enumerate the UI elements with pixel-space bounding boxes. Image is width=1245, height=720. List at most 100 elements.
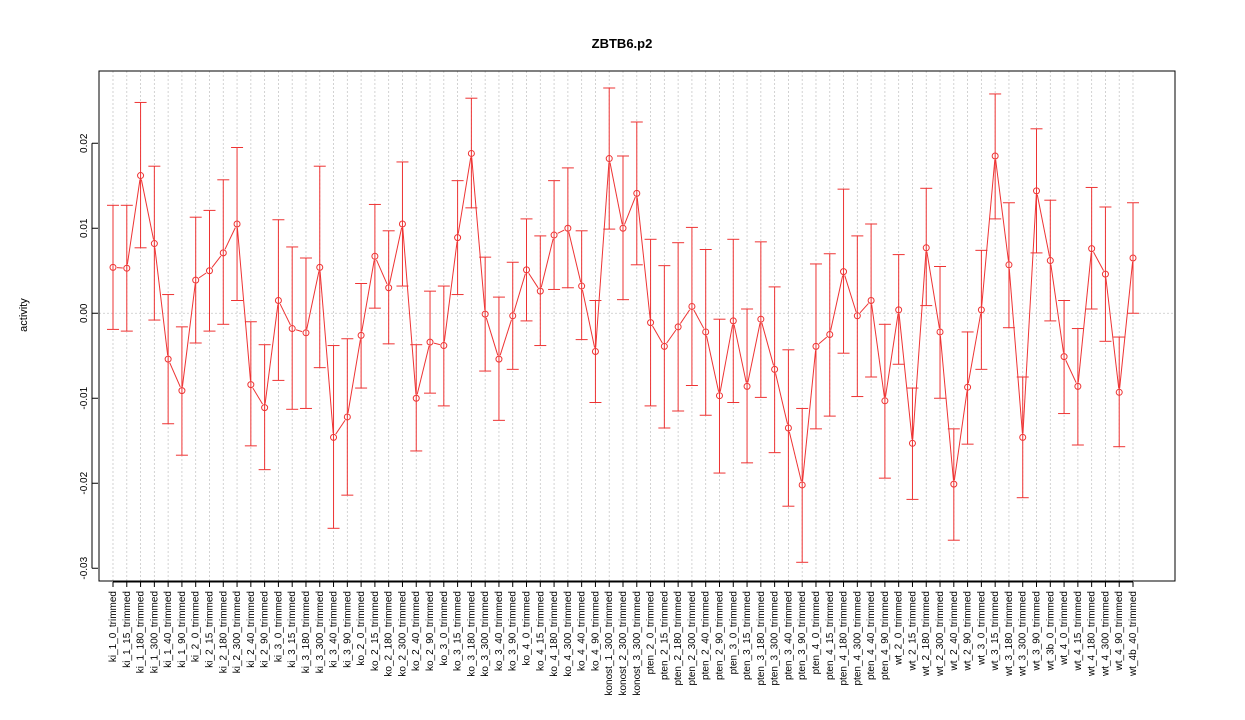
x-tick-label: wt_4b_40_trimmed [1128, 591, 1139, 677]
x-axis-tick-labels: ki_1_0_trimmed ki_1_15_trimmed ki_1_180_tr… [108, 581, 1139, 696]
series-line-segment [581, 289, 596, 348]
x-tick-label: konost_2_300_trimmed [618, 591, 629, 696]
data-point [343, 413, 351, 421]
x-tick-label: wt_3b_0_trimmed [1045, 591, 1056, 671]
x-tick-label: wt_2_0_trimmed [894, 591, 905, 666]
x-tick-label: ko_3_40_trimmed [494, 591, 505, 671]
x-tick-label: ki_3_300_trimmed [315, 591, 326, 673]
x-tick-label: wt_2_15_trimmed [907, 591, 918, 671]
x-tick-label: ki_2_180_trimmed [218, 591, 229, 673]
x-tick-label: ko_4_0_trimmed [522, 591, 533, 665]
series-line-segment [859, 303, 869, 314]
x-tick-label: wt_2_180_trimmed [921, 591, 932, 677]
data-point [178, 387, 186, 395]
data-point [316, 263, 324, 271]
series-line-segment [884, 313, 899, 397]
y-tick-label: -0.03 [79, 556, 90, 579]
data-point [1115, 388, 1123, 396]
data-point [330, 433, 338, 441]
data-point [743, 382, 751, 390]
x-tick-label: ko_4_300_trimmed [563, 591, 574, 677]
series-line-segment [1050, 264, 1065, 353]
x-tick-label: konost_1_300_trimmed [604, 591, 615, 696]
data-point [550, 231, 558, 239]
series-line-segment [636, 197, 651, 319]
data-point [578, 282, 586, 290]
x-tick-label: pten_4_90_trimmed [880, 591, 891, 680]
data-point [991, 152, 999, 160]
x-tick-label: pten_4_0_trimmed [811, 591, 822, 674]
data-point [164, 355, 172, 363]
data-point [881, 397, 889, 405]
x-tick-label: ki_3_15_trimmed [287, 591, 298, 668]
series-line-segment [295, 329, 303, 333]
x-tick-label: pten_2_180_trimmed [673, 591, 684, 686]
data-point [371, 252, 379, 260]
data-point [564, 224, 572, 232]
data-point [633, 189, 641, 197]
data-point [771, 365, 779, 373]
x-tick-label: wt_3_180_trimmed [1004, 591, 1015, 677]
series-line-segment [912, 251, 927, 440]
data-point [467, 149, 475, 157]
series-line-segment [224, 227, 236, 250]
series-line-segment [679, 309, 691, 324]
y-tick-label: -0.01 [79, 386, 90, 409]
y-tick-label: 0.02 [79, 133, 90, 153]
series-line-segment [499, 319, 512, 356]
series-line-segment [775, 373, 788, 425]
x-tick-label: pten_3_180_trimmed [756, 591, 767, 686]
series-line-segment [126, 179, 141, 265]
data-point [495, 355, 503, 363]
series-line-segment [1093, 251, 1104, 271]
data-point [853, 312, 861, 320]
data-point [219, 249, 227, 257]
data-point [1074, 382, 1082, 390]
x-tick-label: ko_3_90_trimmed [508, 591, 519, 671]
data-point [1129, 254, 1137, 262]
x-tick-label: wt_3_90_trimmed [1032, 591, 1043, 671]
x-tick-label: konost_3_300_trimmed [632, 591, 643, 696]
x-tick-label: wt_4_90_trimmed [1114, 591, 1125, 671]
series-line-segment [513, 273, 526, 313]
x-tick-label: ko_3_0_trimmed [439, 591, 450, 665]
data-point [123, 264, 131, 272]
data-point [1046, 257, 1054, 265]
series-line-segment [719, 324, 734, 392]
series-line-segment [335, 419, 346, 435]
series-line-segment [733, 324, 747, 383]
x-tick-label: wt_2_90_trimmed [963, 591, 974, 671]
x-tick-label: ki_2_40_trimmed [246, 591, 257, 668]
x-tick-label: wt_2_40_trimmed [949, 591, 960, 671]
series-line-segment [485, 317, 499, 356]
x-tick-label: pten_2_90_trimmed [714, 591, 725, 680]
x-tick-label: ki_1_300_trimmed [149, 591, 160, 673]
series-activity [107, 87, 1139, 563]
x-tick-label: ko_4_40_trimmed [577, 591, 588, 671]
data-point [591, 348, 599, 355]
series-line-segment [595, 162, 610, 348]
y-tick-label: -0.02 [79, 471, 90, 494]
x-tick-label: ko_4_180_trimmed [549, 591, 560, 677]
data-point [247, 381, 255, 389]
data-point [715, 392, 723, 400]
data-point [1060, 353, 1068, 361]
data-point [302, 329, 310, 337]
x-tick-label: wt_3_15_trimmed [990, 591, 1001, 671]
series-line-segment [967, 313, 982, 384]
x-tick-label: pten_4_40_trimmed [866, 591, 877, 680]
x-tick-label: pten_4_300_trimmed [852, 591, 863, 686]
data-point [385, 284, 393, 292]
data-point [977, 306, 985, 314]
x-tick-label: ki_1_0_trimmed [108, 591, 119, 662]
series-line-segment [609, 162, 623, 225]
data-point [619, 224, 627, 232]
data-point [1101, 270, 1109, 278]
series-line-segment [818, 336, 828, 345]
x-tick-label: pten_4_15_trimmed [825, 591, 836, 680]
y-axis: -0.03 -0.02 -0.01 0.00 0.01 0.02 [79, 133, 98, 580]
x-tick-label: ko_3_180_trimmed [466, 591, 477, 677]
x-tick-label: ko_2_180_trimmed [384, 591, 395, 677]
x-tick-label: ki_3_180_trimmed [301, 591, 312, 673]
data-point [895, 306, 903, 314]
